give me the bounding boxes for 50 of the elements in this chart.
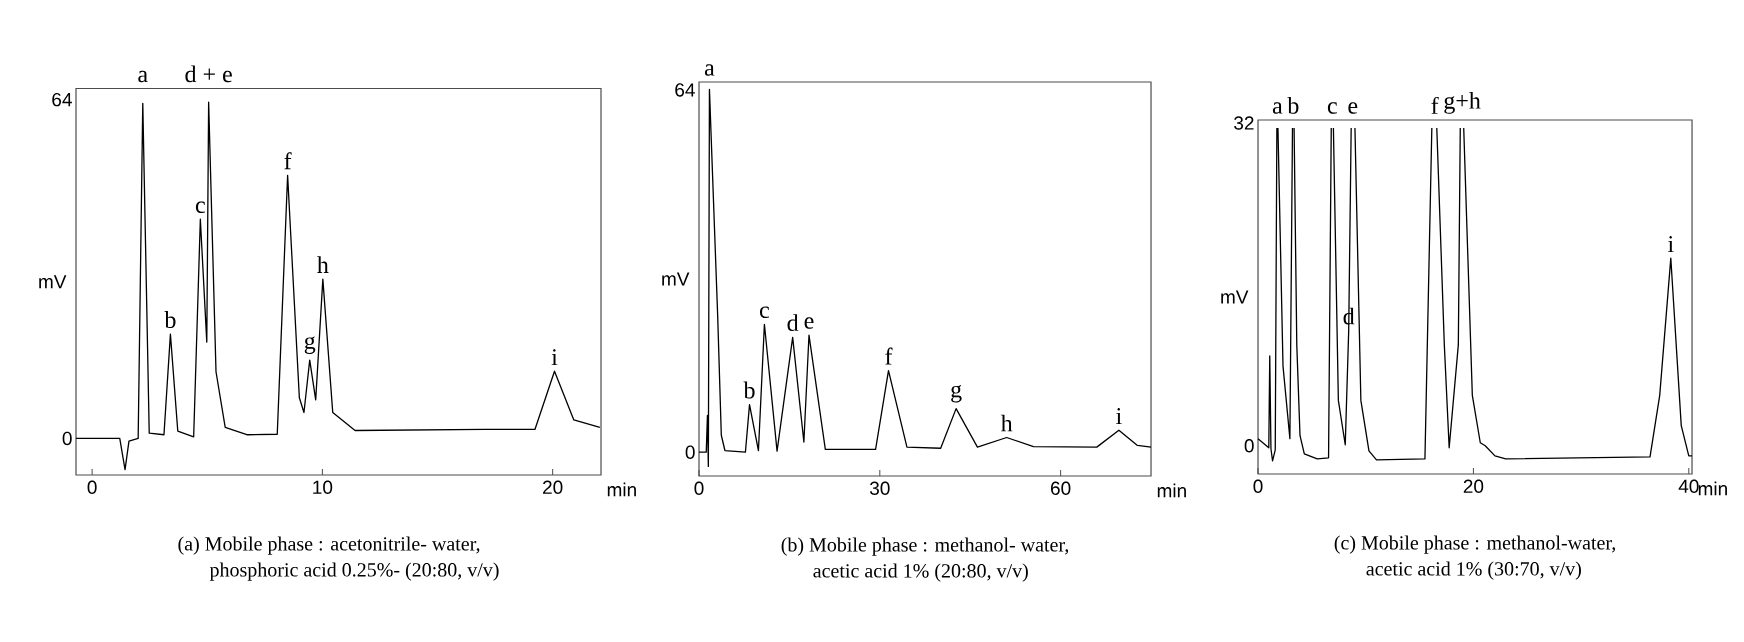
- y-axis-title: mV: [39, 275, 67, 289]
- text: (b) Mobile phase : methanol- water,: [781, 537, 1069, 556]
- y-tick-label: 64: [675, 83, 695, 97]
- annotation: f: [885, 347, 893, 365]
- text: (c) Mobile phase : methanol-water,: [1334, 535, 1616, 554]
- x-tick-label: 0: [87, 480, 97, 494]
- x-tick-label: 30: [869, 481, 890, 495]
- x-tick-label: 0: [1253, 479, 1263, 493]
- x-tick-label: 0: [694, 481, 704, 495]
- annotation: a: [704, 64, 715, 76]
- text: acetic acid 1% (30:70, v/v): [1366, 561, 1581, 580]
- annotation: e: [804, 317, 814, 329]
- annotation: b: [743, 381, 755, 399]
- line-series: [698, 88, 1152, 468]
- x-axis-title: min: [1157, 483, 1186, 498]
- text: acetic acid 1% (20:80, v/v): [813, 563, 1028, 582]
- annotation: c: [1327, 102, 1337, 114]
- annotation: e: [1348, 102, 1358, 114]
- annotation: d: [787, 314, 799, 332]
- text: (a) Mobile phase : acetonitrile- water,: [178, 536, 480, 555]
- annotation: b: [164, 311, 176, 328]
- x-tick-label: 20: [543, 480, 563, 494]
- annotation: g+h: [1444, 91, 1481, 114]
- x-tick-label: 60: [1051, 481, 1071, 495]
- annotation: c: [759, 306, 769, 319]
- annotation: f: [284, 152, 292, 170]
- x-axis-title: min: [607, 482, 636, 497]
- y-tick-label: 32: [1234, 116, 1254, 130]
- x-tick-label: 40: [1678, 479, 1699, 493]
- annotation: b: [1287, 96, 1299, 114]
- x-axis-title: min: [1698, 481, 1727, 496]
- annotation: d + e: [185, 65, 232, 83]
- annotation: g: [304, 336, 316, 354]
- y-tick-label: 64: [52, 92, 72, 107]
- annotation: h: [317, 256, 329, 273]
- annotation: i: [1667, 236, 1674, 252]
- annotation: a: [1272, 102, 1283, 114]
- annotation: i: [1116, 408, 1122, 424]
- annotation: g: [951, 384, 962, 403]
- annotation: f: [1431, 96, 1439, 114]
- annotation: a: [138, 70, 148, 83]
- line-series: [75, 101, 601, 471]
- y-axis-title: mV: [1221, 290, 1249, 304]
- y-axis-title: mV: [662, 272, 690, 286]
- x-tick-label: 20: [1463, 479, 1484, 493]
- text: phosphoric acid 0.25%- (20:80, v/v): [209, 562, 499, 581]
- annotation: c: [195, 201, 205, 214]
- annotation: h: [1000, 414, 1013, 432]
- annotation: i: [551, 349, 558, 366]
- x-tick-label: 10: [313, 480, 333, 494]
